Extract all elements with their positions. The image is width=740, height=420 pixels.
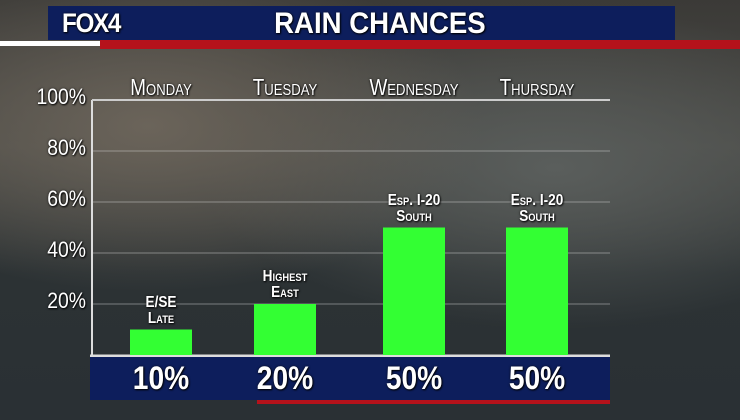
bar-wednesday	[383, 227, 445, 355]
annotation-line: E/SE	[145, 293, 177, 311]
day-label: Wednesday	[369, 74, 459, 100]
y-tick-label: 60%	[47, 186, 86, 211]
bar-thursday	[506, 227, 568, 355]
annotation-line: South	[519, 207, 555, 225]
day-label: Thursday	[499, 74, 575, 100]
annotation-line: Highest	[262, 268, 308, 285]
y-tick-label: 100%	[36, 84, 86, 109]
value-label: 20%	[256, 360, 314, 396]
header-banner	[48, 6, 675, 40]
annotation-line: South	[396, 207, 432, 225]
white-accent-line	[0, 41, 100, 46]
annotation-line: Esp. I-20	[387, 191, 441, 209]
bar-annotation: E/SE Late	[110, 293, 212, 327]
bar-tuesday	[254, 304, 316, 355]
fox4-logo: FOX4	[62, 8, 121, 38]
bar-annotation: Esp. I-20 South	[486, 191, 588, 225]
y-tick-label: 40%	[47, 237, 86, 262]
value-label: 50%	[385, 360, 443, 396]
y-tick-label: 80%	[47, 135, 86, 160]
bar-monday	[130, 329, 192, 355]
annotation-line: Esp. I-20	[510, 191, 564, 209]
day-label: Tuesday	[252, 74, 318, 100]
annotation-line: East	[271, 284, 299, 301]
value-band	[90, 357, 610, 400]
annotation-line: Late	[147, 309, 175, 327]
page-title: RAIN CHANCES	[274, 7, 486, 40]
red-accent-bar	[100, 40, 740, 49]
bar-annotation: Highest East	[234, 269, 336, 301]
value-label: 50%	[508, 360, 566, 396]
y-tick-label: 20%	[47, 288, 86, 313]
day-label: Monday	[130, 74, 192, 100]
bar-annotation: Esp. I-20 South	[363, 191, 465, 225]
value-label: 10%	[132, 360, 190, 396]
value-band-red-line	[257, 400, 610, 404]
